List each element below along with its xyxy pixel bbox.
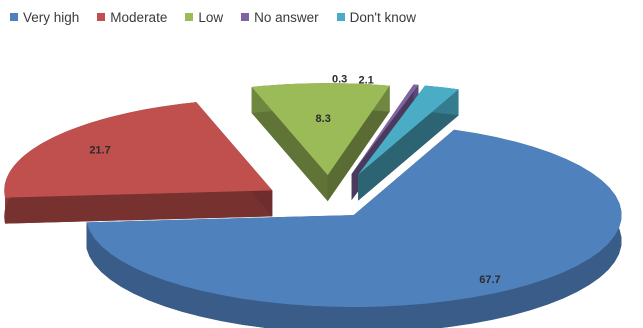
data-label-no-answer: 0.3 bbox=[332, 74, 347, 86]
legend-swatch bbox=[241, 13, 250, 21]
legend-swatch bbox=[336, 13, 345, 21]
chart-legend: Very high Moderate Low No answer Don't know bbox=[10, 8, 434, 26]
legend-label: Low bbox=[198, 9, 224, 25]
data-label-don-t-know: 2.1 bbox=[358, 74, 373, 86]
data-label-low: 8.3 bbox=[316, 113, 331, 125]
pie-slice-low bbox=[251, 83, 390, 202]
legend-item-very-high: Very high bbox=[10, 10, 79, 25]
legend-swatch bbox=[10, 13, 18, 21]
legend-item-no-answer: No answer bbox=[241, 10, 319, 25]
legend-swatch bbox=[97, 13, 106, 21]
data-label-moderate: 21.7 bbox=[89, 145, 110, 157]
pie-slice-don-t-know bbox=[358, 85, 459, 201]
legend-label: Don't know bbox=[349, 9, 417, 25]
pie-slice-moderate bbox=[4, 102, 273, 224]
legend-label: Moderate bbox=[110, 9, 168, 25]
legend-item-low: Low bbox=[185, 10, 223, 25]
data-label-very-high: 67.7 bbox=[479, 274, 500, 286]
legend-label: No answer bbox=[254, 9, 319, 25]
legend-swatch bbox=[185, 13, 194, 21]
legend-label: Very high bbox=[23, 9, 80, 25]
legend-item-moderate: Moderate bbox=[97, 10, 167, 25]
legend-item-don-t-know: Don't know bbox=[336, 9, 417, 25]
pie-slice-very-high bbox=[86, 129, 622, 328]
